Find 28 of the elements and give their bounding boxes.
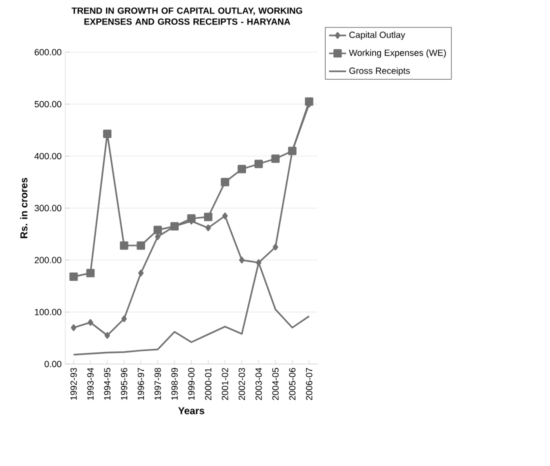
y-axis-title: Rs. in crores	[20, 178, 28, 238]
x-tick-label: 2005-06	[289, 368, 296, 400]
x-tick-label: 2003-04	[255, 368, 262, 400]
x-tick-label: 1996-97	[138, 368, 144, 400]
x-tick-label: 2002-03	[238, 368, 246, 400]
y-tick-label: 600.00	[34, 48, 62, 56]
x-tick-label: 1997-98	[154, 368, 161, 400]
y-tick-label: 200.00	[34, 256, 62, 264]
chart-title: TREND IN GROWTH OF CAPITAL OUTLAY, WORKING EXPENSES AND GROSS RECEIPTS - HARYANA	[72, 7, 302, 25]
x-tick-label: 1995-96	[120, 368, 128, 400]
y-tick-label: 0.00	[44, 360, 62, 368]
x-tick-label: 2000-01	[205, 368, 212, 400]
x-tick-label: 1994-95	[104, 368, 110, 400]
legend-label: Working Expenses (WE)	[348, 49, 446, 58]
x-tick-label: 2001-02	[222, 368, 228, 400]
x-axis-title: Years	[178, 407, 204, 414]
x-tick-label: 1993-94	[87, 368, 94, 400]
legend-label: Gross Receipts	[349, 67, 410, 76]
y-tick-label: 100.00	[34, 308, 62, 316]
x-tick-label: 1992-93	[70, 368, 77, 400]
x-tick-label: 1998-99	[171, 368, 178, 400]
x-tick-label: 1999-00	[188, 368, 195, 400]
x-tick-label: 2006-07	[306, 368, 312, 400]
y-tick-label: 500.00	[34, 100, 62, 108]
x-tick-label: 2004-05	[272, 368, 279, 400]
legend-label: Capital Outlay	[349, 31, 406, 40]
y-tick-label: 400.00	[34, 152, 62, 160]
y-tick-label: 300.00	[34, 204, 62, 212]
